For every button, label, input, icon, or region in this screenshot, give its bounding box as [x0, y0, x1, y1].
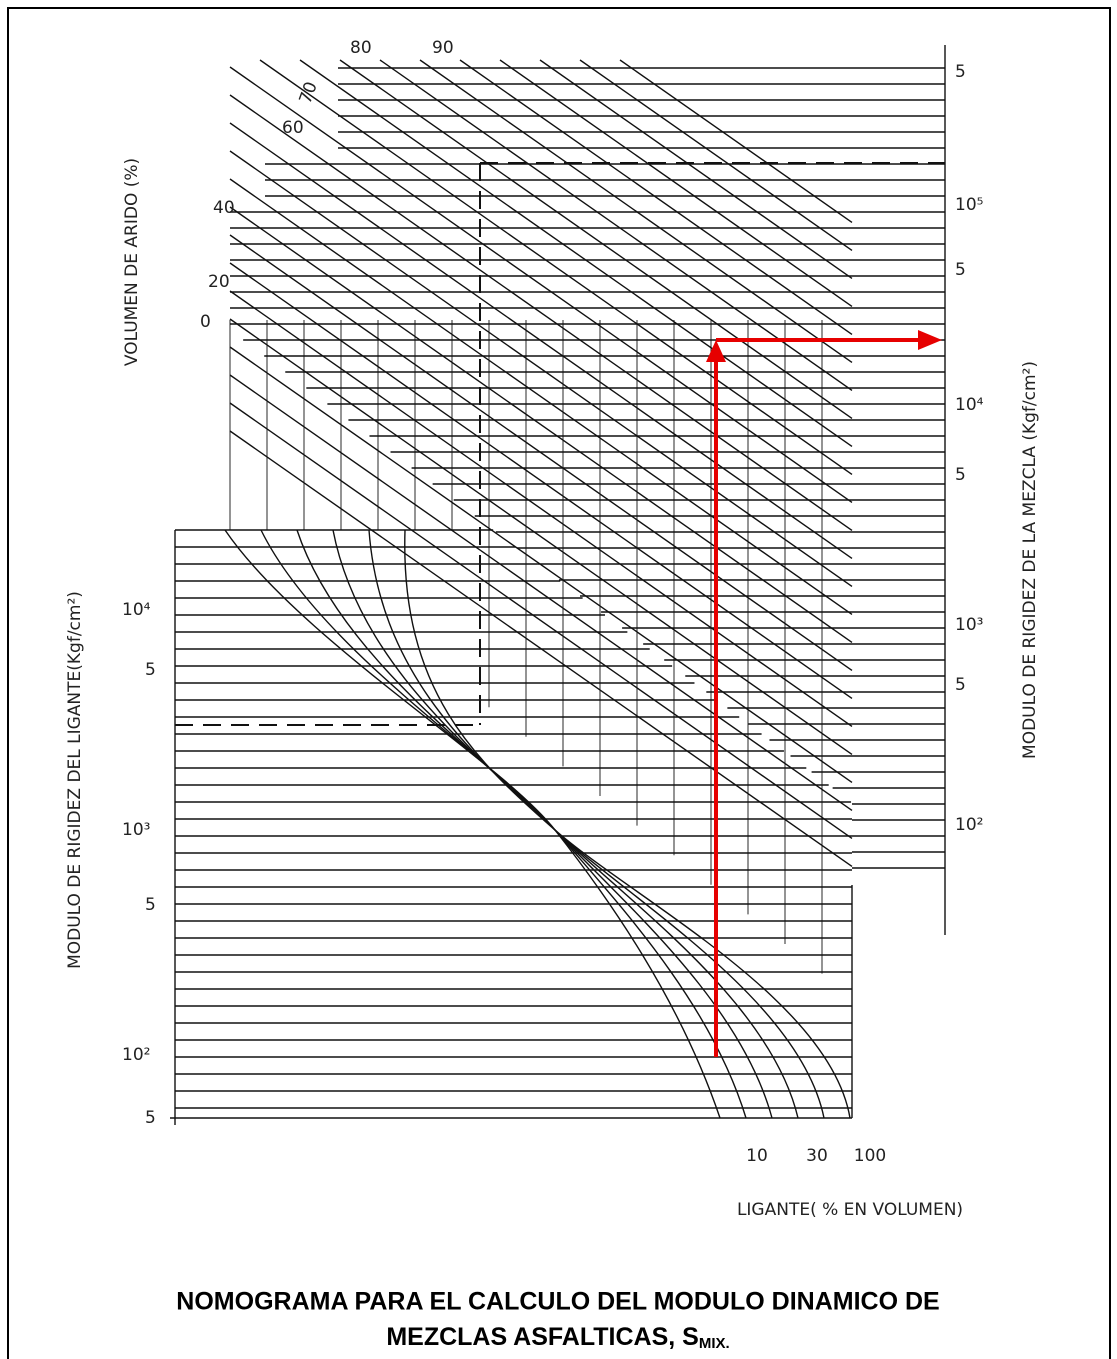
curve — [261, 530, 746, 1118]
left-scale: 10⁴ 5 10³ 5 10² 5 MODULO DE RIGIDEZ DEL … — [65, 591, 156, 1128]
arrow-head — [706, 340, 726, 362]
diagonal-line — [340, 60, 852, 418]
title-subscript: MIX. — [699, 1335, 730, 1352]
scale-label: 5 — [955, 465, 966, 485]
scale-label: 0 — [200, 312, 211, 332]
axis-label: LIGANTE( % EN VOLUMEN) — [737, 1200, 963, 1220]
axis-label: VOLUMEN DE ARIDO (%) — [122, 158, 142, 366]
scale-label: 5 — [955, 62, 966, 82]
diagonal-line — [230, 319, 852, 754]
curve — [225, 530, 720, 1118]
diagonal-line — [230, 95, 852, 530]
scale-label: 70 — [296, 79, 322, 106]
scale-label: 30 — [806, 1146, 828, 1166]
scale-label: 5 — [955, 675, 966, 695]
title: MEZCLAS ASFALTICAS, SMIX. — [386, 1323, 729, 1352]
scale-label: 5 — [955, 260, 966, 280]
axis-label: MODULO DE RIGIDEZ DE LA MEZCLA (Kgf/cm²) — [1020, 361, 1040, 759]
diagonal-line — [540, 60, 852, 278]
right-scale: 5 10⁵ 5 10⁴ 5 10³ 5 10² MODULO DE RIGIDE… — [955, 62, 1040, 835]
scale-label: 10⁵ — [955, 195, 983, 215]
scale-label: 10³ — [122, 820, 150, 840]
diagonal-line — [230, 207, 852, 642]
grid — [170, 45, 945, 1125]
scale-label: 10² — [955, 815, 983, 835]
axis-label: MODULO DE RIGIDEZ DEL LIGANTE(Kgf/cm²) — [65, 591, 85, 969]
diagonal-line — [460, 60, 852, 334]
diagonal-line — [420, 60, 852, 362]
diagonal-line — [260, 60, 852, 474]
diagonal-line — [230, 235, 852, 670]
bottom-scale: 10 30 100 LIGANTE( % EN VOLUMEN) — [737, 1146, 963, 1220]
scale-label: 100 — [854, 1146, 886, 1166]
title: NOMOGRAMA PARA EL CALCULO DEL MODULO DIN… — [176, 1288, 939, 1316]
scale-label: 10 — [746, 1146, 768, 1166]
scale-label: 80 — [350, 38, 372, 58]
dashed-lines — [175, 163, 945, 725]
scale-label: 10⁴ — [955, 395, 984, 415]
scale-label: 10⁴ — [122, 600, 151, 620]
curve — [405, 530, 850, 1118]
diagonal-line — [580, 60, 852, 250]
scale-label: 5 — [145, 660, 156, 680]
curve — [333, 530, 798, 1118]
diagonal-line — [500, 60, 852, 306]
curve — [297, 530, 772, 1118]
arrow-head — [918, 330, 942, 350]
scale-label: 10² — [122, 1045, 150, 1065]
scale-label: 90 — [432, 38, 454, 58]
scale-label: 5 — [145, 1108, 156, 1128]
scale-label: 5 — [145, 895, 156, 915]
scale-label: 10³ — [955, 615, 983, 635]
top-scale: 80 90 60 70 40 20 0 VOLUMEN DE ARIDO (%) — [122, 38, 454, 366]
scale-label: 20 — [208, 272, 230, 292]
scale-label: 40 — [213, 198, 235, 218]
diagonal-line — [230, 151, 852, 586]
scale-label: 60 — [282, 118, 304, 138]
red-arrows — [706, 330, 942, 1057]
nomogram: 80 90 60 70 40 20 0 VOLUMEN DE ARIDO (%)… — [0, 0, 1117, 1359]
diagonal-line — [230, 375, 852, 810]
title-text: MEZCLAS ASFALTICAS, S — [386, 1323, 699, 1351]
